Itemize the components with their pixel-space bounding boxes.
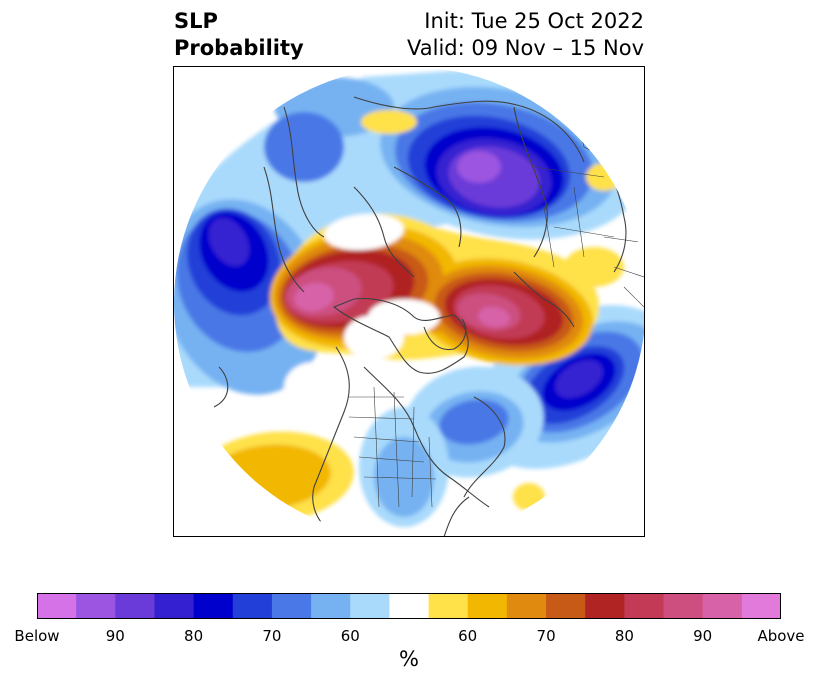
colorbar-swatch xyxy=(154,593,195,619)
colorbar-swatch xyxy=(193,593,234,619)
valid-range: Valid: 09 Nov – 15 Nov xyxy=(407,36,644,60)
above-region-small xyxy=(513,483,545,511)
forecast-dates: Init: Tue 25 Oct 2022 Valid: 09 Nov – 15… xyxy=(407,8,644,62)
country-border xyxy=(348,396,437,480)
above-belt xyxy=(478,306,510,328)
country-border xyxy=(603,236,644,308)
colorbar-swatch xyxy=(702,593,743,619)
colorbar-tick-label: 80 xyxy=(614,627,634,645)
coastline xyxy=(513,106,548,258)
colorbar-swatch xyxy=(506,593,547,619)
coastline xyxy=(283,106,325,238)
colorbar-tick-label: 60 xyxy=(458,627,478,645)
colorbar-tick-label: 70 xyxy=(262,627,282,645)
colorbar-swatch xyxy=(76,593,116,619)
coastline xyxy=(443,496,470,536)
coastline xyxy=(353,96,585,163)
colorbar-swatch xyxy=(467,593,508,619)
colorbar-swatch xyxy=(232,593,273,619)
colorbar-swatch xyxy=(741,593,781,619)
colorbar-swatch xyxy=(115,593,155,619)
below-region-na xyxy=(374,437,434,517)
colorbar-swatch xyxy=(624,593,665,619)
above-belt xyxy=(294,282,334,312)
colorbar-swatch xyxy=(350,593,390,619)
map-title: SLP Probability xyxy=(174,8,304,62)
colorbar-swatch xyxy=(663,593,704,619)
colorbar-tick-label: 90 xyxy=(693,627,713,645)
below-region-north xyxy=(457,151,501,183)
neutral-gap xyxy=(324,213,404,251)
title-line-1: SLP xyxy=(174,9,218,33)
colorbar-swatch xyxy=(311,593,351,619)
colorbar-swatch xyxy=(585,593,625,619)
coastline xyxy=(423,318,467,351)
colorbar-tick-label: Below xyxy=(14,627,60,645)
probability-field xyxy=(174,67,644,536)
colorbar-tick-label: Above xyxy=(757,627,805,645)
colorbar-tick-label: 70 xyxy=(536,627,556,645)
colorbar-tick-label: 90 xyxy=(105,627,125,645)
coastline xyxy=(363,366,490,508)
colorbar-swatch xyxy=(546,593,586,619)
colorbar-unit: % xyxy=(399,647,419,671)
below-region-west xyxy=(208,217,250,267)
coastline xyxy=(353,186,415,278)
coastline xyxy=(263,166,305,293)
neutral-gap xyxy=(368,299,440,335)
colorbar-tick-label: 80 xyxy=(184,627,204,645)
country-border xyxy=(533,166,615,268)
coastline xyxy=(333,298,469,374)
below-region-top xyxy=(264,112,344,182)
colorbar-swatch xyxy=(428,593,469,619)
neutral-gap xyxy=(284,362,344,412)
country-border xyxy=(373,386,433,508)
below-region-east xyxy=(555,360,603,398)
map-canvas xyxy=(174,67,644,536)
coastline xyxy=(213,366,229,408)
above-region-ne xyxy=(564,247,624,287)
colorbar-border xyxy=(37,593,781,619)
coastline xyxy=(463,396,506,498)
coastline xyxy=(393,166,462,248)
init-date: Init: Tue 25 Oct 2022 xyxy=(424,9,644,33)
above-region-arctic xyxy=(361,110,417,134)
colorbar-swatch xyxy=(389,593,430,619)
below-region-south xyxy=(439,399,509,445)
colorbar xyxy=(37,593,781,619)
colorbar-swatch xyxy=(37,593,77,619)
coastline xyxy=(513,271,575,328)
probability-map xyxy=(173,66,645,537)
colorbar-swatch xyxy=(271,593,312,619)
coastline xyxy=(312,346,350,536)
colorbar-tick-label: 60 xyxy=(340,627,360,645)
title-line-2: Probability xyxy=(174,36,304,60)
